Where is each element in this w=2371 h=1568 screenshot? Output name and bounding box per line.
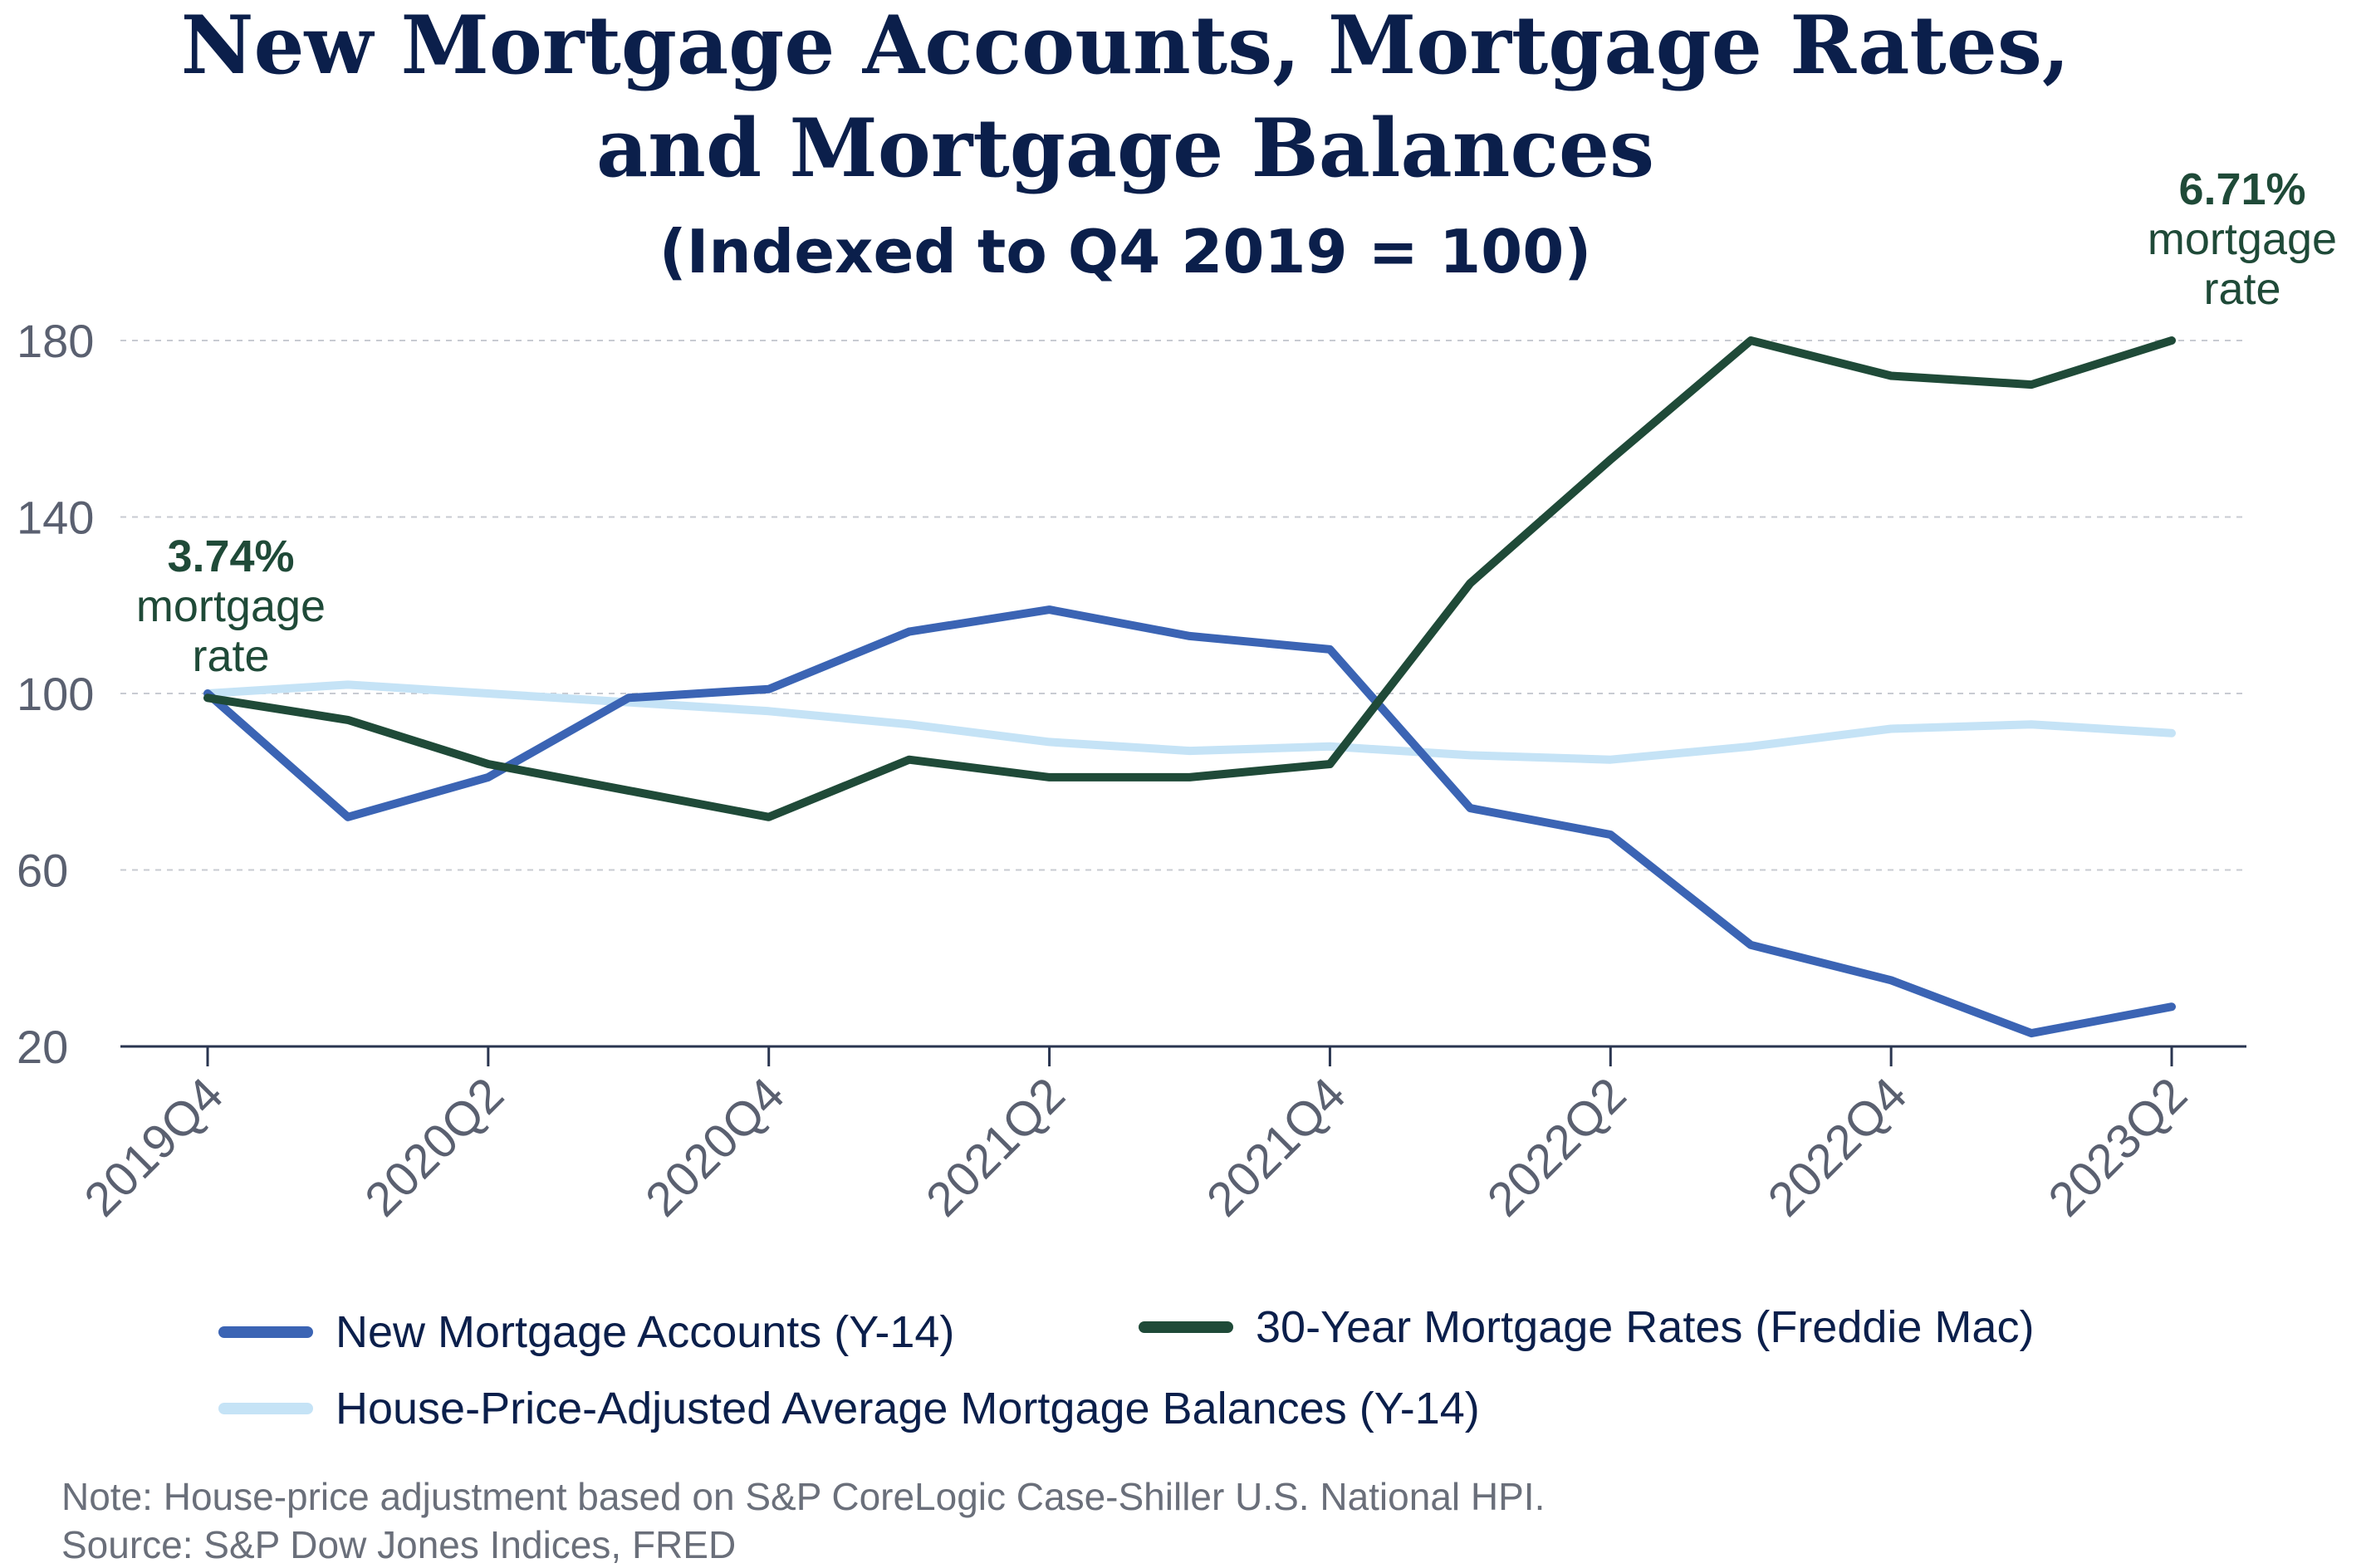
- x-axis: 2019Q4 2020Q2 2020Q4 2021Q2 2021Q4 2022Q2 2022…: [74, 1045, 2246, 1227]
- footnote: Note: House-price adjustment based on S&…: [61, 1475, 1545, 1518]
- x-tick-label-2020Q4: 2020Q4: [635, 1067, 795, 1227]
- chart-subtitle: (Indexed to Q4 2019 = 100): [659, 217, 1592, 287]
- source-line: Source: S&P Dow Jones Indices, FRED: [61, 1523, 736, 1566]
- legend-label-mortgage-rate: 30-Year Mortgage Rates (Freddie Mac): [1256, 1302, 2034, 1352]
- annotation-start-value: 3.74%: [167, 532, 294, 581]
- series-lines: [203, 336, 2176, 1038]
- x-tick-label-2020Q2: 2020Q2: [355, 1067, 514, 1227]
- annotation-end-line-2: rate: [2203, 264, 2280, 314]
- annotation-start-line-1: mortgage: [136, 581, 326, 631]
- chart-title-line-2: and Mortgage Balances: [596, 101, 1654, 195]
- x-tick-label-2021Q4: 2021Q4: [1197, 1067, 1356, 1227]
- annotation-start-rate: 3.74% mortgage rate: [136, 532, 326, 681]
- x-tick-label-2021Q2: 2021Q2: [916, 1067, 1075, 1227]
- y-tick-label-20: 20: [17, 1021, 68, 1073]
- y-tick-label-140: 140: [17, 492, 94, 544]
- legend-label-new-accounts: New Mortgage Accounts (Y-14): [336, 1307, 954, 1357]
- legend-label-balances: House-Price-Adjusted Average Mortgage Ba…: [336, 1384, 1480, 1433]
- legend: New Mortgage Accounts (Y-14) 30-Year Mor…: [218, 1302, 2034, 1433]
- annotation-end-rate: 6.71% mortgage rate: [2148, 164, 2337, 314]
- annotation-end-value: 6.71%: [2178, 164, 2305, 214]
- y-tick-label-60: 60: [17, 845, 68, 897]
- series-line-new_accounts: [203, 605, 2176, 1038]
- x-tick-label-2022Q4: 2022Q4: [1757, 1067, 1917, 1227]
- x-tick-label-2019Q4: 2019Q4: [74, 1067, 233, 1227]
- annotation-end-line-1: mortgage: [2148, 214, 2337, 264]
- y-tick-label-180: 180: [17, 315, 94, 367]
- chart-title-line-1: New Mortgage Accounts, Mortgage Rates,: [181, 0, 2070, 92]
- y-axis: 20 60 100 140 180: [17, 315, 94, 1073]
- series-line-balances: [203, 680, 2176, 764]
- series-line-mortgage_rate: [203, 336, 2176, 821]
- x-tick-label-2023Q2: 2023Q2: [2038, 1067, 2197, 1227]
- x-tick-label-2022Q2: 2022Q2: [1477, 1067, 1637, 1227]
- annotation-start-line-2: rate: [192, 631, 269, 681]
- y-tick-label-100: 100: [17, 668, 94, 720]
